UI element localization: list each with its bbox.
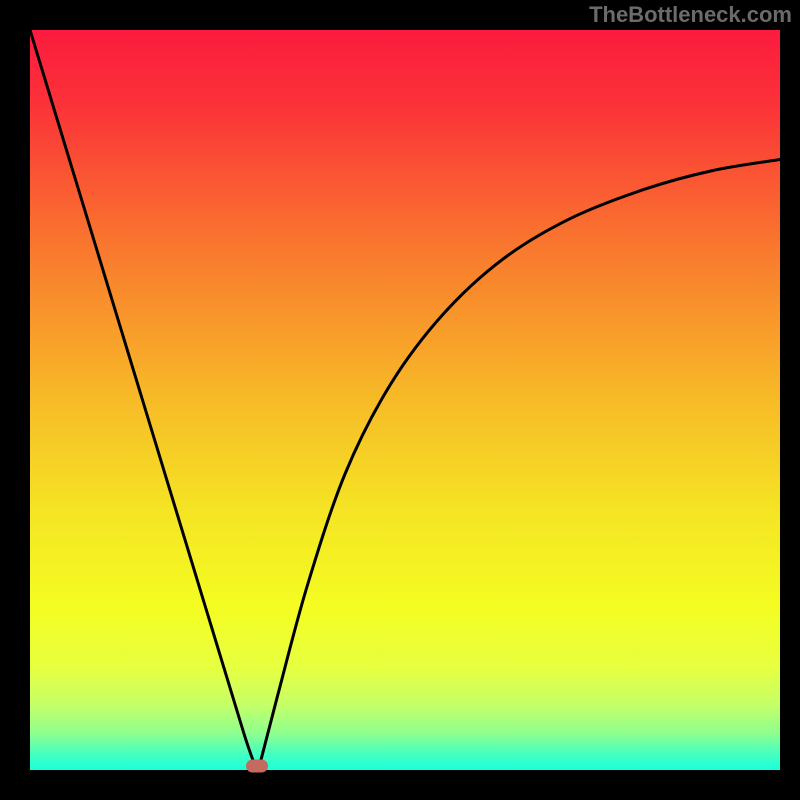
plot-area (30, 30, 780, 770)
chart-outer-frame: TheBottleneck.com (0, 0, 800, 800)
minimum-marker (246, 759, 268, 772)
watermark-text: TheBottleneck.com (589, 2, 792, 28)
bottleneck-curve-svg (30, 30, 780, 770)
bottleneck-curve-left (30, 30, 255, 766)
bottleneck-curve-right (260, 160, 781, 766)
